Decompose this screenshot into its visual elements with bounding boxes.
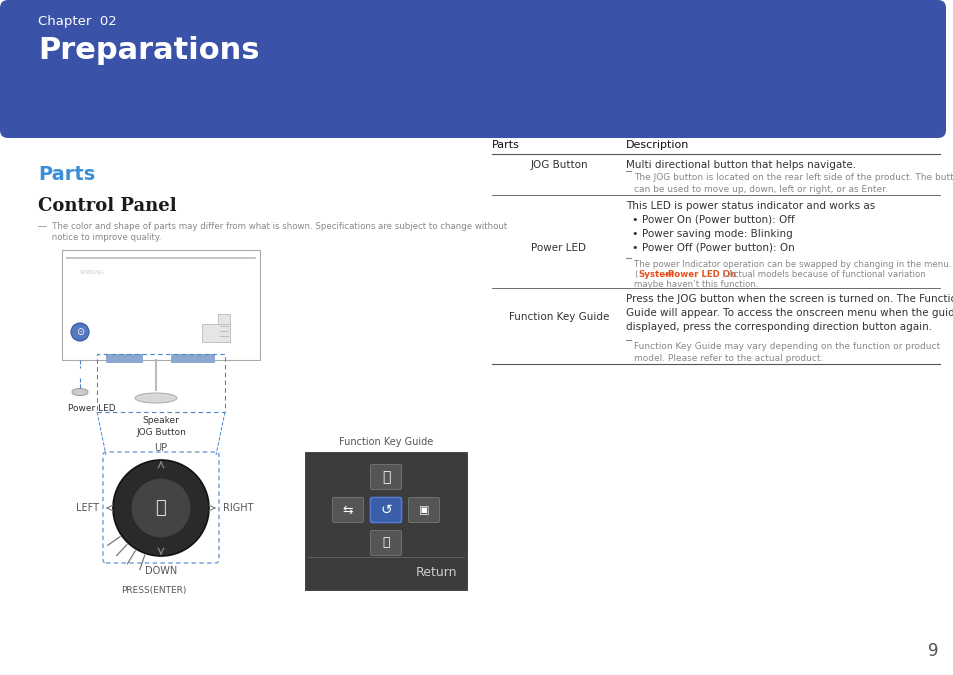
Text: PRESS(ENTER): PRESS(ENTER) (121, 586, 186, 595)
Text: •: • (630, 215, 637, 225)
FancyBboxPatch shape (0, 0, 945, 138)
Text: Power LED: Power LED (68, 404, 115, 413)
Text: (: ( (634, 270, 637, 279)
Text: Chapter  02: Chapter 02 (38, 15, 116, 28)
Text: ⏻: ⏻ (382, 537, 390, 549)
Bar (62, 250, 260, 360)
Text: Function Key Guide: Function Key Guide (508, 312, 609, 322)
Circle shape (71, 323, 89, 341)
Bar (305, 452, 467, 590)
Text: DOWN: DOWN (145, 566, 177, 576)
Text: UP: UP (154, 443, 168, 453)
Text: Power saving mode: Blinking: Power saving mode: Blinking (641, 229, 792, 239)
Text: ⧉: ⧉ (381, 470, 390, 484)
FancyBboxPatch shape (171, 354, 214, 363)
FancyBboxPatch shape (408, 497, 439, 522)
Text: •: • (630, 229, 637, 239)
Text: Power LED: Power LED (531, 243, 586, 253)
Text: JOG Button: JOG Button (530, 160, 587, 170)
Ellipse shape (135, 393, 177, 403)
Text: Description: Description (625, 140, 689, 150)
Text: ⇆: ⇆ (342, 504, 353, 516)
Text: Parts: Parts (492, 140, 519, 150)
FancyBboxPatch shape (370, 497, 401, 522)
Text: Power Off (Power button): On: Power Off (Power button): On (641, 243, 794, 253)
Text: The JOG button is located on the rear left side of the product. The button
can b: The JOG button is located on the rear le… (634, 173, 953, 194)
Text: ) Actual models because of functional variation: ) Actual models because of functional va… (721, 270, 924, 279)
Text: RIGHT: RIGHT (223, 503, 253, 513)
Text: Function Key Guide may vary depending on the function or product
model. Please r: Function Key Guide may vary depending on… (634, 342, 939, 362)
Bar (202, 324, 230, 342)
Ellipse shape (71, 389, 88, 396)
Text: →: → (659, 270, 671, 279)
Circle shape (112, 460, 209, 556)
Text: •: • (630, 243, 637, 253)
Text: Return: Return (416, 566, 456, 580)
FancyBboxPatch shape (106, 354, 143, 363)
Text: Press the JOG button when the screen is turned on. The Function Key
Guide will a: Press the JOG button when the screen is … (625, 294, 953, 332)
FancyBboxPatch shape (333, 497, 363, 522)
Text: Power LED On: Power LED On (667, 270, 736, 279)
Circle shape (131, 478, 191, 538)
Text: This LED is power status indicator and works as: This LED is power status indicator and w… (625, 201, 874, 211)
Text: Multi directional button that helps navigate.: Multi directional button that helps navi… (625, 160, 855, 170)
Text: Power On (Power button): Off: Power On (Power button): Off (641, 215, 794, 225)
Text: SAMSUNG: SAMSUNG (80, 270, 105, 275)
Text: ↺: ↺ (380, 503, 392, 517)
FancyBboxPatch shape (370, 531, 401, 556)
Text: Preparations: Preparations (38, 36, 259, 65)
Text: notice to improve quality.: notice to improve quality. (38, 233, 161, 242)
Text: 9: 9 (927, 642, 938, 660)
Text: Control Panel: Control Panel (38, 197, 176, 215)
Text: LEFT: LEFT (76, 503, 99, 513)
Text: Function Key Guide: Function Key Guide (338, 437, 433, 447)
Text: maybe haven’t this function.: maybe haven’t this function. (634, 280, 758, 289)
Text: Parts: Parts (38, 165, 95, 184)
Bar (218, 314, 230, 342)
Text: ⊙: ⊙ (76, 327, 84, 337)
Text: ▣: ▣ (418, 505, 429, 515)
FancyBboxPatch shape (370, 464, 401, 489)
Text: The power Indicator operation can be swapped by changing in the menu.: The power Indicator operation can be swa… (634, 260, 950, 269)
Text: JOG Button: JOG Button (136, 428, 186, 437)
Text: ⏻: ⏻ (155, 499, 166, 517)
Text: Speaker: Speaker (142, 416, 179, 425)
Text: ―  The color and shape of parts may differ from what is shown. Specifications ar: ― The color and shape of parts may diffe… (38, 222, 507, 231)
Text: System: System (638, 270, 674, 279)
